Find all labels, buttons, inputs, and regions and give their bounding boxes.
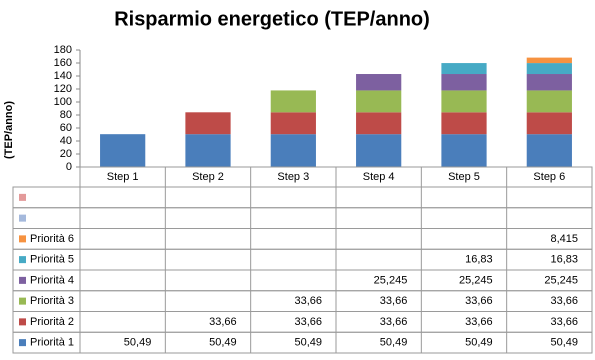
legend-key	[19, 297, 26, 305]
data-table-value: 50,49	[550, 337, 578, 349]
x-tick-label: Step 5	[448, 171, 480, 183]
data-table-value: 33,66	[550, 295, 578, 307]
x-tick-label: Step 1	[107, 171, 139, 183]
data-table-value: 25,245	[374, 274, 408, 286]
bar-segment	[185, 134, 231, 167]
legend-label: Priorità 4	[30, 274, 74, 286]
bar-segment	[441, 90, 487, 113]
data-table-value: 33,66	[294, 316, 322, 328]
data-table-value: 50,49	[209, 337, 237, 349]
data-table-value: 33,66	[550, 316, 578, 328]
legend-key	[19, 339, 26, 347]
data-table-value: 33,66	[465, 295, 493, 307]
bar-segment	[441, 74, 487, 91]
legend-label: Priorità 1	[30, 337, 74, 349]
data-table-value: 33,66	[380, 316, 408, 328]
legend-key	[19, 235, 26, 243]
bar-segment	[185, 112, 231, 135]
data-table-value: 50,49	[294, 337, 322, 349]
x-tick-label: Step 2	[192, 171, 224, 183]
bar-segment	[356, 112, 402, 135]
bar-segment	[441, 112, 487, 135]
bar-segment	[441, 134, 487, 167]
table-row	[12, 269, 593, 292]
table-row	[12, 186, 593, 209]
y-tick-label: 40	[60, 135, 72, 147]
bar-segment	[356, 90, 402, 113]
data-table-value: 33,66	[209, 316, 237, 328]
data-table-value: 50,49	[380, 337, 408, 349]
data-table-value: 16,83	[465, 254, 493, 266]
bar-segment	[526, 134, 572, 167]
data-table-value: 25,245	[544, 274, 578, 286]
y-tick-label: 120	[54, 83, 72, 95]
y-tick-label: 160	[54, 57, 72, 69]
legend-label: Priorità 5	[30, 254, 74, 266]
y-tick-label: 180	[54, 44, 72, 56]
legend-key	[19, 318, 26, 326]
chart-title: Risparmio energetico (TEP/anno)	[114, 8, 430, 30]
legend-key	[19, 193, 26, 201]
data-table-value: 16,83	[550, 254, 578, 266]
y-tick-label: 0	[66, 161, 72, 173]
bar-segment	[526, 90, 572, 113]
legend-label: Priorità 3	[30, 295, 74, 307]
legend-key	[19, 256, 26, 264]
legend-key	[19, 214, 26, 222]
bar-segment	[356, 74, 402, 91]
y-tick-label: 60	[60, 122, 72, 134]
bar-segment	[526, 57, 572, 64]
bar-segment	[441, 63, 487, 75]
y-tick-label: 100	[54, 96, 72, 108]
table-row	[12, 248, 593, 271]
legend-label: Priorità 6	[30, 233, 74, 245]
y-axis-label: (TEP/anno)	[3, 101, 15, 159]
bar-segment	[526, 63, 572, 75]
data-table-value: 33,66	[465, 316, 493, 328]
bar-segment	[270, 134, 316, 167]
legend-label: Priorità 2	[30, 316, 74, 328]
x-tick-label: Step 4	[363, 171, 395, 183]
table-row	[12, 207, 593, 229]
y-tick-label: 140	[54, 70, 72, 82]
data-table-value: 50,49	[465, 337, 493, 349]
data-table-value: 33,66	[380, 295, 408, 307]
bar-segment	[526, 112, 572, 135]
data-table-value: 8,415	[550, 233, 578, 245]
table-row	[12, 228, 593, 250]
bar-segment	[270, 90, 316, 113]
bar-segment	[526, 74, 572, 91]
x-tick-label: Step 6	[533, 171, 565, 183]
y-tick-label: 20	[60, 148, 72, 160]
bar-segment	[270, 112, 316, 135]
y-tick-label: 80	[60, 109, 72, 121]
data-table-value: 50,49	[124, 337, 152, 349]
bar-segment	[100, 134, 146, 167]
data-table-value: 25,245	[459, 274, 493, 286]
bar-segment	[356, 134, 402, 167]
data-table-value: 33,66	[294, 295, 322, 307]
legend-key	[19, 276, 26, 284]
x-tick-label: Step 3	[277, 171, 309, 183]
